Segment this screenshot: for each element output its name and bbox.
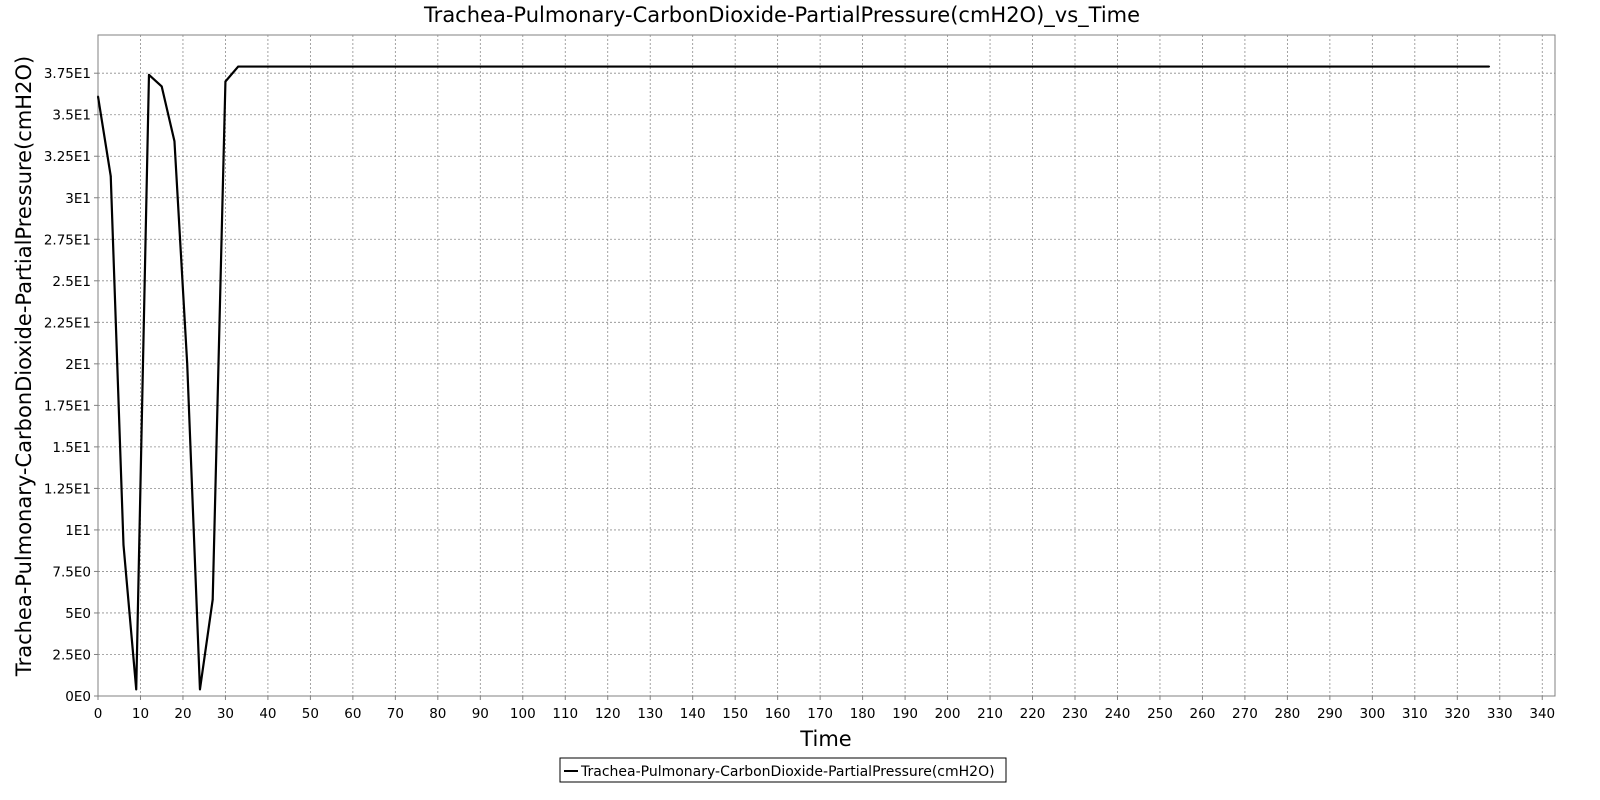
x-tick-label: 210 [977,706,1003,722]
y-tick-label: 0E0 [65,689,91,705]
x-tick-label: 240 [1105,706,1131,722]
x-tick-label: 170 [807,706,833,722]
data-point [199,688,201,691]
x-tick-label: 20 [174,706,191,722]
x-axis-ticks: 0 10 20 30 40 50 60 70 80 90 100 110 120 130 140 150 160… [94,696,1555,722]
y-axis-title: Trachea-Pulmonary-CarbonDioxide-PartialP… [12,56,36,677]
x-tick-label: 220 [1020,706,1046,722]
y-tick-label: 3.75E1 [44,66,91,82]
data-point [1488,65,1491,68]
data-point [946,65,949,68]
x-tick-label: 150 [722,706,748,722]
legend-label: Trachea-Pulmonary-CarbonDioxide-PartialP… [580,764,995,780]
x-tick-label: 30 [217,706,234,722]
data-point [521,65,524,68]
x-tick-label: 230 [1062,706,1088,722]
data-point [135,688,138,691]
data-point [267,65,269,68]
x-tick-label: 140 [680,706,706,722]
x-tick-label: 40 [259,706,276,722]
data-point [1159,65,1161,68]
y-tick-label: 2.5E0 [52,647,91,663]
x-tick-label: 260 [1190,706,1216,722]
data-point [1371,65,1374,68]
x-tick-label: 130 [637,706,663,722]
chart-title: Trachea-Pulmonary-CarbonDioxide-PartialP… [423,3,1140,28]
data-point [734,65,737,68]
x-tick-label: 280 [1274,706,1300,722]
y-tick-label: 2E1 [65,357,91,373]
x-tick-label: 270 [1232,706,1258,722]
x-tick-label: 60 [344,706,361,722]
y-tick-label: 3E1 [65,191,91,207]
y-tick-label: 1.75E1 [44,398,91,414]
y-tick-label: 2.5E1 [52,274,91,290]
x-tick-label: 160 [765,706,791,722]
data-point [97,95,99,98]
legend: Trachea-Pulmonary-CarbonDioxide-PartialP… [559,757,1007,783]
y-tick-label: 3.25E1 [44,149,91,165]
x-tick-label: 190 [892,706,918,722]
y-tick-label: 2.75E1 [44,232,91,248]
series-line [96,65,1490,691]
x-tick-label: 180 [850,706,876,722]
y-tick-label: 1.25E1 [44,481,91,497]
y-tick-label: 3.5E1 [52,108,91,124]
x-tick-label: 100 [510,706,536,722]
data-point [351,65,354,68]
x-tick-label: 10 [132,706,149,722]
x-tick-label: 120 [595,706,621,722]
x-tick-label: 320 [1444,706,1470,722]
y-axis-ticks: 0E0 2.5E0 5E0 7.5E0 1E1 1.25E1 1.5E1 1.75E1 2E1 2… [44,66,98,705]
data-point [122,543,125,546]
data-point [237,65,240,68]
x-tick-label: 110 [552,706,578,722]
series-lines [96,65,1491,691]
x-tick-label: 290 [1317,706,1343,722]
plot-area [97,34,1556,697]
x-tick-label: 310 [1402,706,1428,722]
data-point [173,140,176,143]
y-tick-label: 1E1 [65,523,91,539]
legend-box [559,757,1007,783]
x-tick-label: 340 [1529,706,1555,722]
axes [97,35,1555,697]
data-point [160,85,163,88]
x-tick-label: 80 [429,706,446,722]
x-tick-label: 300 [1359,706,1385,722]
x-tick-label: 330 [1487,706,1513,722]
x-tick-label: 250 [1147,706,1173,722]
x-tick-label: 200 [935,706,961,722]
grid-lines [97,35,1555,697]
data-point [186,362,189,365]
x-tick-label: 70 [387,706,404,722]
x-axis-title: Time [799,727,851,751]
data-point [224,80,227,83]
y-tick-label: 5E0 [65,606,91,622]
x-tick-label: 0 [94,706,103,722]
data-point [148,73,150,76]
y-tick-label: 2.25E1 [44,315,91,331]
y-tick-label: 1.5E1 [52,440,91,456]
y-tick-label: 7.5E0 [52,564,91,580]
x-tick-label: 50 [302,706,319,722]
data-point [211,598,214,601]
x-tick-label: 90 [472,706,489,722]
data-point [109,175,112,178]
